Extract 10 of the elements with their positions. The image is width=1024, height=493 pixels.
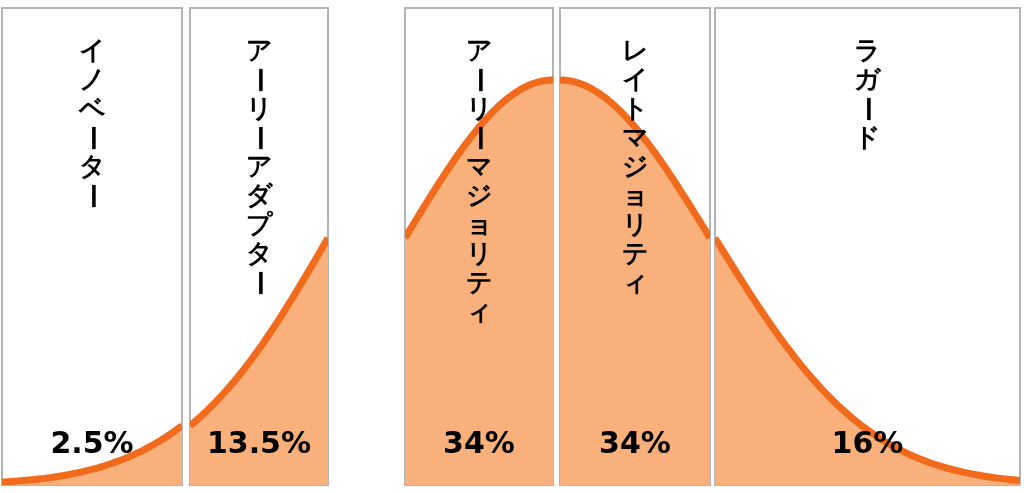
category-label: アーリーアダプター: [244, 35, 275, 296]
data-label: 13.5%: [206, 425, 312, 461]
data-label: 16%: [831, 425, 904, 461]
category-label: レイトマジョリティ: [621, 35, 649, 297]
category-label: ラガード: [853, 35, 883, 152]
data-label: 34%: [599, 425, 671, 461]
data-label: 34%: [443, 425, 515, 461]
data-label: 2.5%: [50, 425, 134, 461]
category-label: アーリーマジョリティ: [464, 35, 495, 326]
category-label: イノベーター: [77, 35, 108, 209]
